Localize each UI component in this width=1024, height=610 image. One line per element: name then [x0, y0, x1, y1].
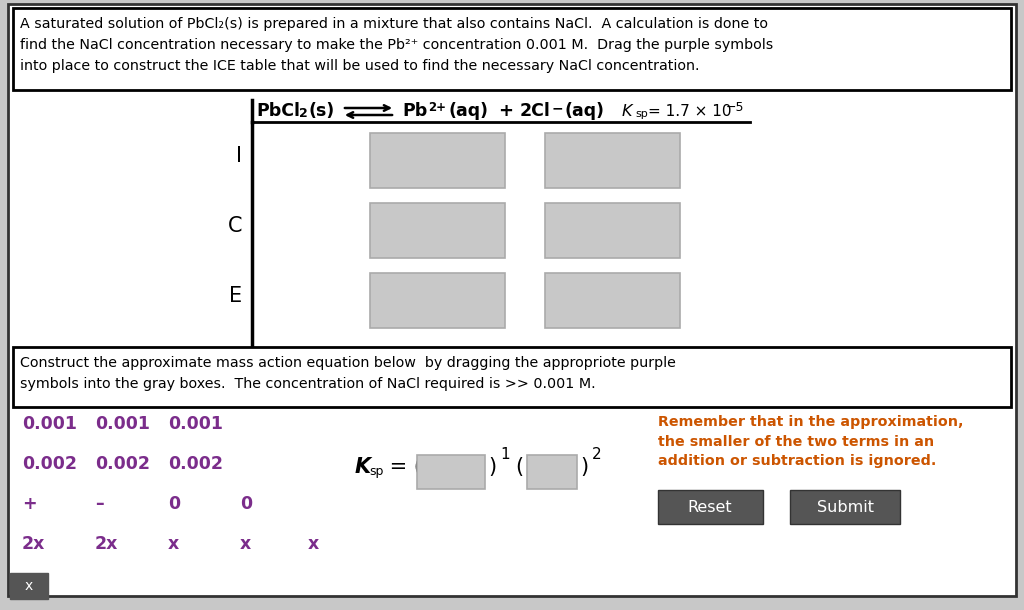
Bar	[417, 455, 485, 489]
Text: x: x	[25, 579, 33, 593]
Bar	[658, 490, 763, 524]
Text: 2: 2	[299, 107, 308, 120]
Text: −5: −5	[726, 101, 744, 114]
Text: 2x: 2x	[22, 535, 45, 553]
Bar	[370, 133, 505, 188]
Text: Construct the approximate mass action equation below  by dragging the appropriot: Construct the approximate mass action eq…	[20, 356, 676, 370]
Text: 2: 2	[592, 447, 602, 462]
Text: +: +	[498, 102, 513, 120]
Text: symbols into the gray boxes.  The concentration of NaCl required is >> 0.001 M.: symbols into the gray boxes. The concent…	[20, 377, 596, 391]
Text: 2+: 2+	[428, 101, 446, 114]
Text: (s): (s)	[308, 102, 334, 120]
Bar	[545, 133, 680, 188]
Text: I: I	[236, 146, 242, 166]
Text: 2Cl: 2Cl	[520, 102, 551, 120]
Bar	[10, 573, 48, 599]
Text: (aq): (aq)	[449, 102, 488, 120]
Bar	[370, 203, 505, 258]
Text: 0: 0	[168, 495, 180, 513]
Text: sp: sp	[635, 109, 648, 119]
Text: Reset: Reset	[688, 500, 732, 514]
Bar	[370, 273, 505, 328]
Bar	[13, 347, 1011, 407]
Text: 0.001: 0.001	[22, 415, 77, 433]
Text: ): )	[488, 457, 496, 477]
Text: 0.002: 0.002	[22, 455, 77, 473]
Text: (aq): (aq)	[565, 102, 605, 120]
Text: E: E	[229, 286, 242, 306]
Text: −: −	[552, 101, 563, 115]
Text: x: x	[240, 535, 251, 553]
Text: 2x: 2x	[95, 535, 119, 553]
Bar	[545, 203, 680, 258]
Text: +: +	[22, 495, 37, 513]
Text: = (: = (	[383, 457, 422, 477]
Text: A saturated solution of PbCl₂(s) is prepared in a mixture that also contains NaC: A saturated solution of PbCl₂(s) is prep…	[20, 17, 768, 31]
Text: PbCl: PbCl	[256, 102, 300, 120]
Text: –: –	[95, 495, 103, 513]
Text: 0.001: 0.001	[95, 415, 150, 433]
Text: 0.001: 0.001	[168, 415, 223, 433]
Text: 0.002: 0.002	[168, 455, 223, 473]
Text: 0.002: 0.002	[95, 455, 150, 473]
Text: find the NaCl concentration necessary to make the Pb²⁺ concentration 0.001 M.  D: find the NaCl concentration necessary to…	[20, 38, 773, 52]
Text: ): )	[580, 457, 588, 477]
Text: Remember that in the approximation,
the smaller of the two terms in an
addition : Remember that in the approximation, the …	[658, 415, 964, 468]
Text: x: x	[168, 535, 179, 553]
Text: Submit: Submit	[816, 500, 873, 514]
Text: 1: 1	[500, 447, 510, 462]
Text: C: C	[227, 216, 242, 236]
Text: Pb: Pb	[402, 102, 427, 120]
Text: (: (	[515, 457, 523, 477]
Bar	[790, 490, 900, 524]
Text: K: K	[622, 104, 633, 119]
Text: into place to construct the ICE table that will be used to find the necessary Na: into place to construct the ICE table th…	[20, 59, 699, 73]
Text: 0: 0	[240, 495, 252, 513]
Bar	[527, 455, 577, 489]
Bar	[13, 8, 1011, 90]
Text: x: x	[308, 535, 319, 553]
Text: K: K	[355, 457, 371, 477]
Text: = 1.7 × 10: = 1.7 × 10	[648, 104, 731, 119]
Bar	[545, 273, 680, 328]
Text: sp: sp	[369, 465, 383, 478]
